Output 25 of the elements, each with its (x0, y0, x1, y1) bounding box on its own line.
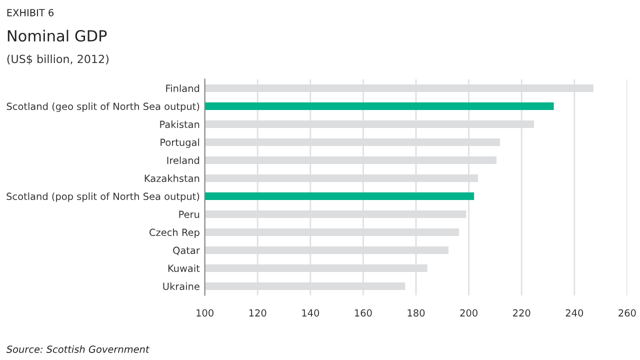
y-tick-label: Scotland (geo split of North Sea output) (6, 102, 200, 112)
y-tick-label: Finland (166, 84, 200, 92)
y-tick-label: Kuwait (168, 264, 200, 272)
x-tick-label: 120 (249, 309, 266, 317)
y-tick-label: Scotland (pop split of North Sea output) (6, 192, 200, 202)
y-tick-label: Qatar (173, 246, 200, 256)
x-tick-label: 180 (408, 309, 425, 317)
x-tick-label: 100 (196, 309, 214, 317)
text: Nominal GDP (8, 30, 107, 42)
x-tick-label: 140 (302, 309, 320, 317)
x-tick-label: 260 (618, 309, 636, 317)
x-tick-label: 200 (460, 309, 478, 317)
source-note: Source: Scottish Government (6, 345, 150, 353)
y-tick-label: Peru (179, 210, 200, 218)
y-tick-label: Ukraine (163, 282, 200, 290)
x-tick-label: 160 (354, 309, 372, 317)
x-tick-label: 220 (513, 309, 530, 317)
y-tick-label: Pakistan (160, 120, 200, 128)
y-tick-label: Kazakhstan (144, 174, 200, 182)
text: (US$ billion, 2012) (7, 54, 108, 65)
x-tick-label: 240 (566, 309, 584, 317)
y-tick-label: Portugal (160, 138, 200, 148)
y-tick-label: Czech Rep (150, 228, 200, 238)
text: EXHIBIT 6 (7, 8, 54, 16)
y-tick-label: Ireland (167, 156, 200, 164)
